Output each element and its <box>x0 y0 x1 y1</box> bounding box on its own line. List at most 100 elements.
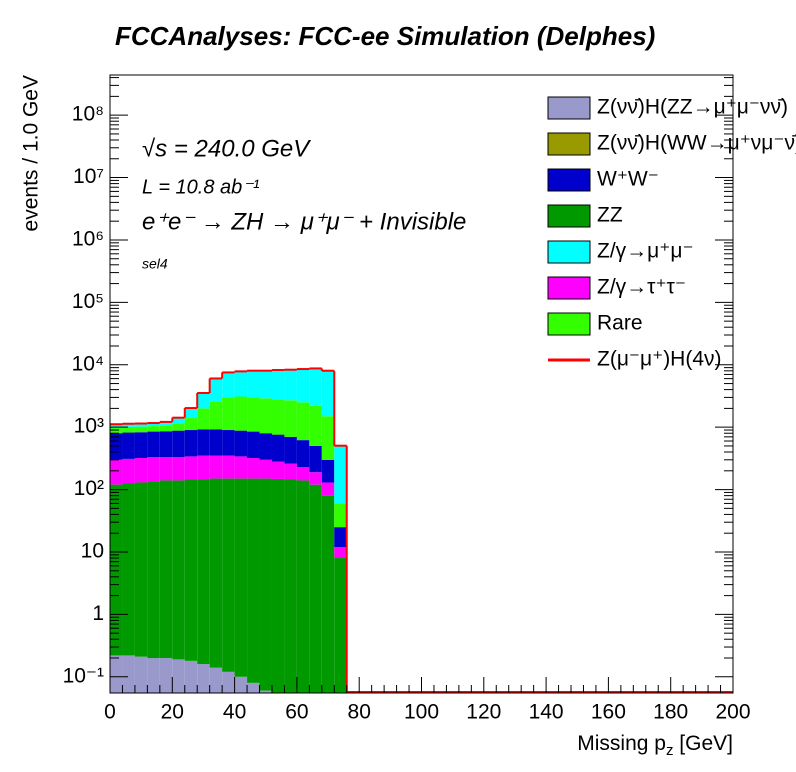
legend-swatch <box>547 132 591 156</box>
legend-label: Z(μ⁻μ⁺)H(4ν) <box>597 348 722 371</box>
histogram-bar <box>284 369 297 401</box>
histogram-bar <box>309 368 322 406</box>
histogram-bar <box>159 431 173 458</box>
histogram-bar <box>147 426 160 432</box>
y-tick-label: 10⁻¹ <box>63 664 104 687</box>
histogram-bar <box>271 399 285 435</box>
histogram-bar <box>209 478 223 668</box>
histogram-bar <box>309 484 322 693</box>
x-label-part: [GeV] <box>673 732 733 755</box>
annotation: sel4 <box>142 256 168 272</box>
histogram-bar <box>284 436 297 464</box>
histogram-bar <box>284 463 297 480</box>
histogram-bar <box>234 456 248 479</box>
y-tick-label: 10⁶ <box>72 228 104 251</box>
histogram-bar <box>259 398 272 434</box>
histogram-bar <box>284 479 297 693</box>
histogram-bar <box>184 418 198 431</box>
histogram-bar <box>110 424 123 428</box>
histogram-bar <box>234 371 248 397</box>
histogram-bar <box>184 660 198 693</box>
histogram-bar <box>222 397 235 431</box>
y-tick-label: 10⁷ <box>73 165 104 188</box>
histogram-bar <box>122 483 135 656</box>
histogram-bar <box>134 656 148 693</box>
histogram-bar <box>184 430 198 457</box>
x-label-sub: z <box>666 742 674 759</box>
histogram-bar <box>234 676 248 693</box>
histogram-bar <box>222 671 235 693</box>
histogram-bar <box>159 480 173 659</box>
legend-label: ZZ <box>597 204 623 227</box>
histogram-bar <box>259 370 272 399</box>
histogram-bar <box>247 458 260 479</box>
histogram-bar <box>309 472 322 485</box>
histogram-bar <box>172 457 185 481</box>
histogram-bar <box>271 434 285 462</box>
histogram-bar <box>172 423 185 431</box>
histogram-bar <box>110 655 123 693</box>
legend-label: Z(νν̄)H(WW→μ⁺νμ⁻ν̄) <box>597 132 796 155</box>
x-tick-label: 180 <box>653 701 688 724</box>
histogram-bar <box>159 457 173 481</box>
x-tick-label: 140 <box>529 701 564 724</box>
x-tick-label: 100 <box>404 701 439 724</box>
y-tick-label: 10³ <box>74 415 104 438</box>
legend-label: W⁺W⁻ <box>597 168 659 191</box>
histogram-bar <box>271 461 285 479</box>
y-tick-label: 10² <box>74 477 104 500</box>
histogram-bar <box>209 378 223 402</box>
histogram-bar <box>296 467 310 481</box>
histogram-bar <box>334 445 347 504</box>
legend-swatch <box>547 204 591 228</box>
histogram-bar <box>110 459 123 485</box>
histogram-bar <box>322 713 334 758</box>
histogram-bar <box>334 527 347 548</box>
histogram-bar <box>197 664 210 693</box>
histogram-bar <box>334 558 347 693</box>
histogram-bar <box>296 440 310 468</box>
histogram-bar <box>334 547 347 559</box>
legend-swatch <box>547 96 591 120</box>
annotation: √s = 240.0 GeV <box>142 135 311 162</box>
histogram-bar <box>209 401 223 430</box>
histogram-bar <box>247 682 260 693</box>
legend-swatch <box>547 312 591 336</box>
histogram-bar <box>284 400 297 437</box>
legend-label: Z/γ→μ⁺μ⁻ <box>597 240 694 263</box>
histogram-bar <box>184 479 198 661</box>
x-tick-label: 60 <box>285 701 308 724</box>
histogram-bar <box>321 459 335 483</box>
histogram-bar <box>172 430 185 458</box>
x-tick-label: 40 <box>223 701 246 724</box>
histogram-bar <box>209 455 223 479</box>
x-axis-label: Missing pz [GeV] <box>577 732 733 759</box>
histogram-bar <box>159 425 173 432</box>
histogram-bar <box>259 478 272 691</box>
histogram-bar <box>147 658 160 693</box>
histogram-bar <box>234 396 248 431</box>
annotation: L = 10.8 ab⁻¹ <box>142 176 260 198</box>
legend-swatch <box>547 240 591 264</box>
histogram-bar <box>122 458 135 484</box>
histogram-bar <box>110 484 123 656</box>
histogram-bar <box>184 456 198 480</box>
histogram-bar <box>209 429 223 456</box>
histogram-bar <box>234 478 248 677</box>
histogram-bar <box>259 459 272 479</box>
histogram-bar <box>247 431 260 459</box>
histogram-bar <box>159 658 173 693</box>
histogram-bar <box>122 655 135 693</box>
histogram-bar <box>197 455 210 480</box>
histogram-bar <box>172 418 185 424</box>
histogram-bar <box>122 432 135 459</box>
x-tick-label: 160 <box>591 701 626 724</box>
histogram-bar <box>159 422 173 426</box>
histogram-bar <box>296 402 310 441</box>
histogram-bar <box>184 408 198 419</box>
x-tick-label: 200 <box>715 701 750 724</box>
histogram-bar <box>197 479 210 665</box>
legend-swatch <box>547 276 591 300</box>
histogram-bar <box>234 430 248 457</box>
histogram-bar <box>321 482 335 496</box>
